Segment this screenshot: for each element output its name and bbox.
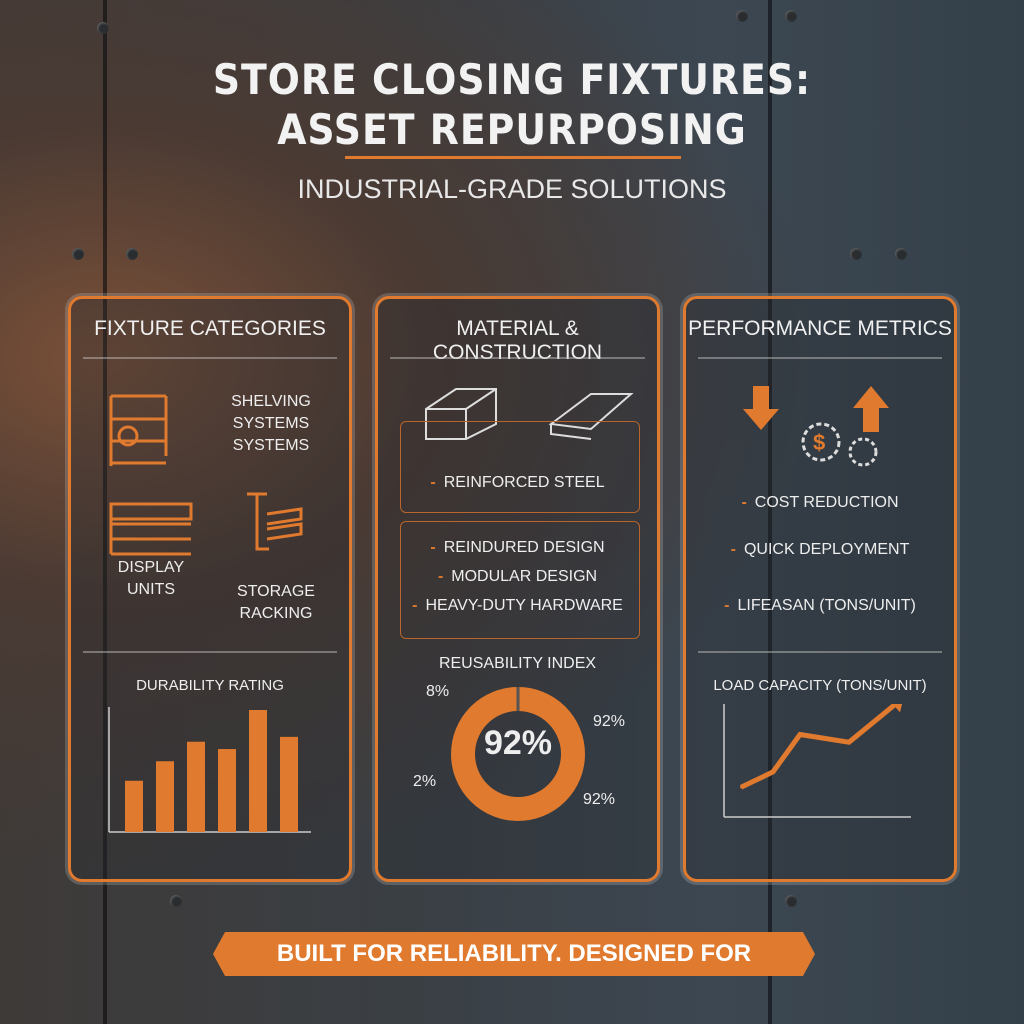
- bar-2: [187, 741, 205, 832]
- panel-title: FIXTURE CATEGORIES: [94, 317, 326, 340]
- steel-rail-icon: [548, 393, 634, 440]
- panel-title: MATERIAL & CONSTRUCTION: [432, 317, 603, 364]
- divider: [83, 651, 337, 653]
- label-shelving: SHELVING SYSTEMS SYSTEMS: [231, 393, 311, 454]
- display-shelf-icon: [109, 502, 193, 556]
- hammer-rack-icon: [247, 492, 303, 551]
- gear-dollar-icon: $: [801, 422, 878, 467]
- donut-label: 92%: [593, 713, 626, 730]
- steel-beam-icon: [425, 388, 497, 440]
- chart-title: LOAD CAPACITY (TONS/UNIT): [713, 677, 927, 694]
- donut-label: 2%: [413, 773, 437, 790]
- tagline-banner: BUILT FOR RELIABILITY. DESIGNED FOR EFFI…: [213, 932, 815, 976]
- panel-performance-metrics: PERFORMANCE METRICS $ - COST REDUCTION -Q…: [683, 296, 957, 882]
- line-arrowhead: [892, 704, 903, 713]
- donut-label: 92%: [583, 791, 616, 808]
- divider: [390, 357, 645, 359]
- bullet-item: - LIFEASAN (TONS/UNIT): [724, 597, 916, 614]
- line-point-1: [772, 770, 774, 773]
- panel-fixture-categories: FIXTURE CATEGORIES SHELVING SYSTEMS SYST…: [68, 296, 352, 882]
- label-storage: STORAGE RACKING: [237, 583, 315, 622]
- label-display: DISPLAY UNITS: [117, 559, 185, 598]
- arrow-down-icon: [743, 386, 779, 430]
- line-point-3: [848, 741, 850, 744]
- bar-5: [280, 736, 298, 832]
- bar-0: [125, 780, 143, 832]
- bullet-item: - QUICK DEPLOYMENT: [730, 541, 910, 558]
- line-series: [739, 704, 900, 790]
- divider: [698, 357, 942, 359]
- shelving-gear-icon: [109, 394, 168, 466]
- material-box: [400, 421, 640, 513]
- line-point-2: [799, 733, 801, 736]
- bar-3: [218, 749, 236, 832]
- line-point-0: [740, 786, 742, 789]
- bullet-item: - REINDURED DESIGN: [430, 539, 605, 556]
- bullet-item: - COST REDUCTION: [741, 494, 899, 511]
- load-capacity-line-chart: [723, 704, 911, 818]
- title-line-2: ASSET REPURPOSING: [277, 105, 747, 154]
- panel-material-construction: MATERIAL & CONSTRUCTION - REINFORCED STEE…: [375, 296, 660, 882]
- chart-title: REUSABILITY INDEX: [438, 655, 597, 672]
- bullet-item: - REINFORCED STEEL: [430, 474, 605, 491]
- bullet-item: - MODULAR DESIGN: [437, 568, 598, 585]
- svg-text:$: $: [813, 430, 825, 455]
- divider: [698, 651, 942, 653]
- subtitle: INDUSTRIAL-GRADE SOLUTIONS: [297, 174, 727, 204]
- divider: [83, 357, 337, 359]
- reusability-donut: [451, 687, 585, 821]
- bullet-item: - HEAVY-DUTY HARDWARE: [412, 597, 623, 614]
- arrow-up-icon: [853, 386, 889, 432]
- durability-bar-chart: [108, 707, 311, 833]
- bar-4: [249, 710, 267, 832]
- title-line-1: STORE CLOSING FIXTURES:: [212, 55, 812, 104]
- donut-label: 8%: [426, 683, 450, 700]
- title-divider: [345, 156, 681, 159]
- panel-title: PERFORMANCE METRICS: [688, 317, 952, 340]
- donut-center: 92%: [483, 724, 553, 762]
- chart-title: DURABILITY RATING: [136, 677, 284, 694]
- design-box: [400, 521, 640, 639]
- bar-1: [156, 761, 174, 832]
- page-title: STORE CLOSING FIXTURES: ASSET REPURPOSING: [0, 55, 1024, 155]
